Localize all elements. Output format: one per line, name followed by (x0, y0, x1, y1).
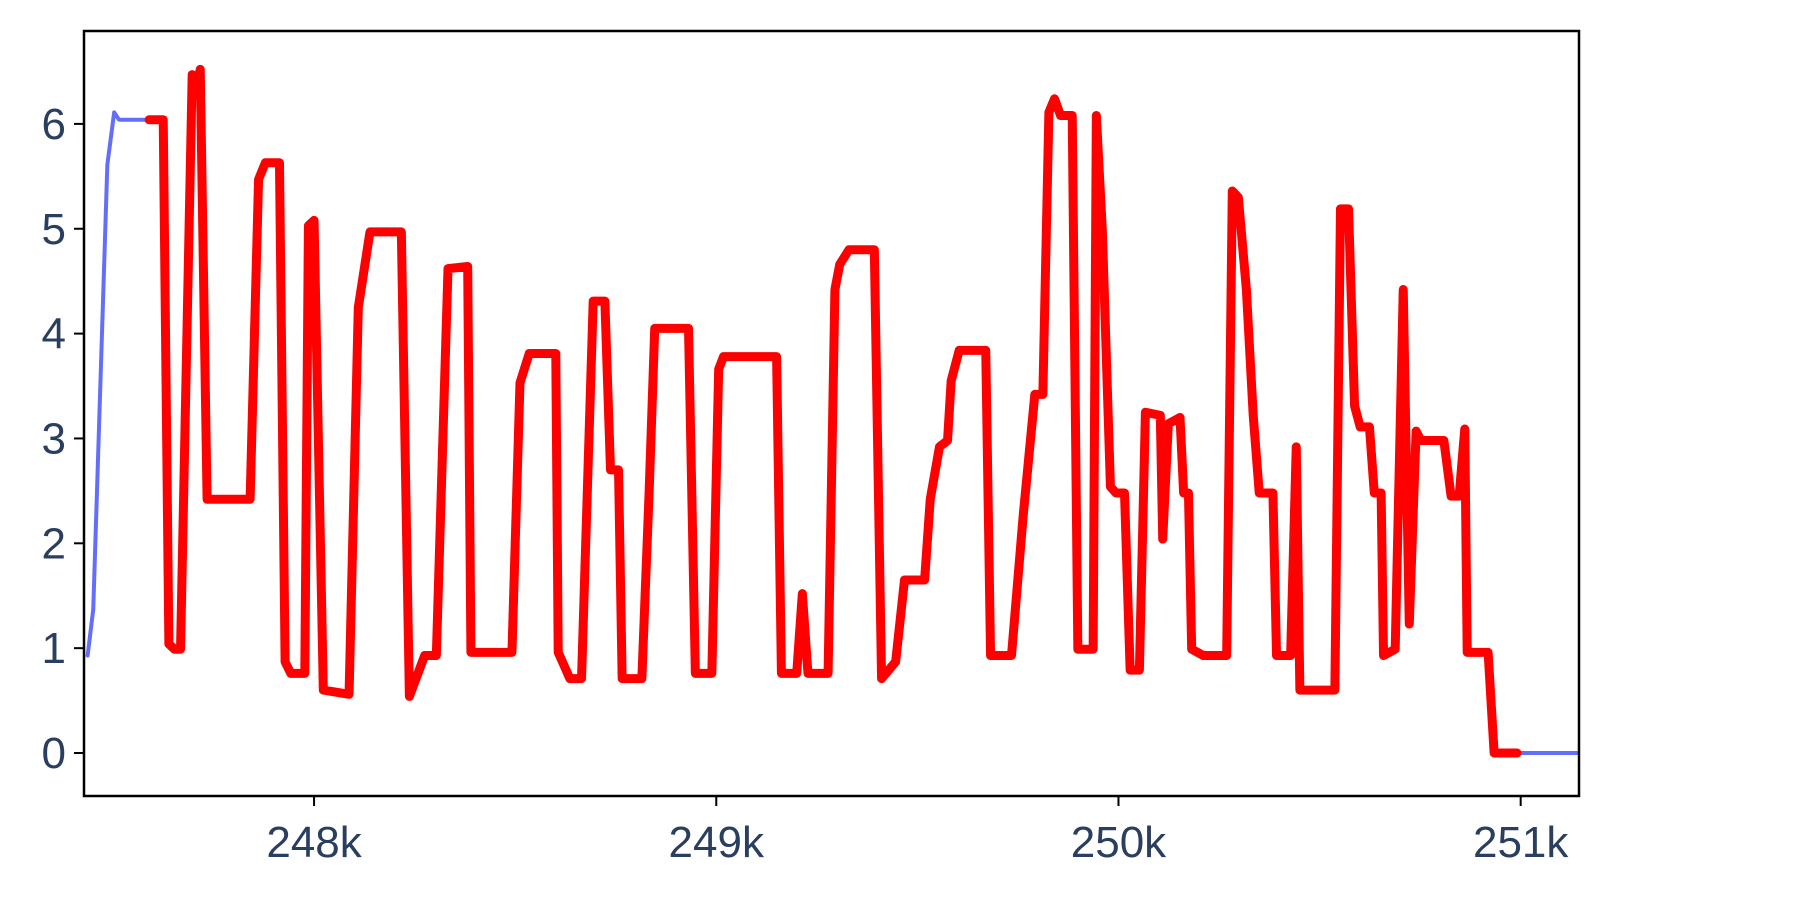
y-tick-label: 5 (42, 205, 66, 254)
x-tick-label: 249k (669, 818, 765, 867)
x-tick-label: 251k (1473, 818, 1569, 867)
x-tick-label: 250k (1071, 818, 1167, 867)
y-tick-label: 0 (42, 729, 66, 778)
plot-frame (82, 29, 1581, 798)
y-tick-label: 6 (42, 100, 66, 149)
y-tick-label: 1 (42, 624, 66, 673)
y-tick-label: 3 (42, 414, 66, 463)
y-tick-label: 2 (42, 519, 66, 568)
y-tick-label: 4 (42, 310, 66, 359)
plot-area (85, 64, 1579, 758)
x-tick-label: 248k (266, 818, 362, 867)
series-line (144, 64, 1522, 758)
